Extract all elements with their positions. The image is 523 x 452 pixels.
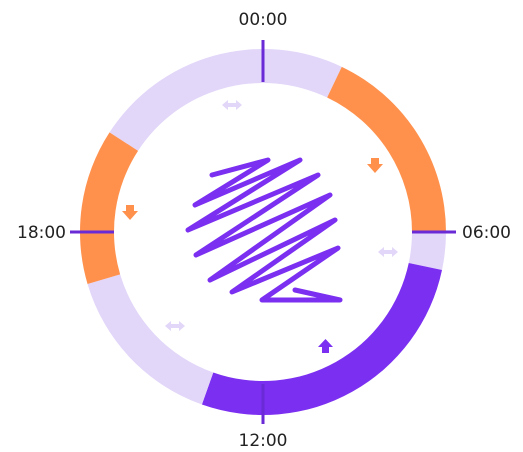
label-top: 00:00 bbox=[239, 10, 288, 30]
ring-segment bbox=[87, 274, 214, 405]
arrow-icon bbox=[378, 247, 398, 257]
ring-segment bbox=[327, 66, 446, 232]
ring-segment bbox=[80, 132, 139, 284]
ring bbox=[80, 48, 446, 415]
arrow-icon bbox=[165, 321, 185, 331]
ring-segment bbox=[109, 48, 342, 151]
label-right: 06:00 bbox=[462, 223, 511, 243]
ring-segment bbox=[201, 262, 443, 415]
ring-segment bbox=[408, 232, 446, 271]
up-icon bbox=[318, 339, 333, 353]
arrow-icon bbox=[222, 100, 242, 110]
down-icon bbox=[122, 205, 138, 220]
label-left: 18:00 bbox=[17, 223, 66, 243]
hour-ticks bbox=[70, 40, 456, 424]
label-bottom: 12:00 bbox=[239, 431, 288, 451]
icons bbox=[122, 100, 398, 353]
scribble bbox=[185, 157, 343, 303]
down-icon bbox=[367, 158, 383, 173]
